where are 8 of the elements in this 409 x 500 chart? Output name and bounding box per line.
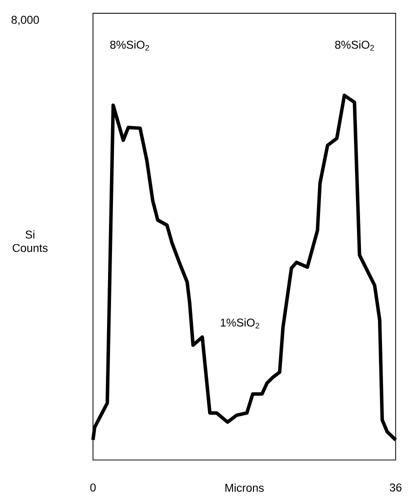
text: 8,000 — [12, 16, 39, 26]
text: 8%SiO$_{2}$ — [335, 40, 374, 51]
x-tick-label: 36 — [390, 484, 402, 492]
text: 8%SiO$_{2}$ — [110, 40, 150, 51]
x-axis-title: Microns — [225, 484, 264, 492]
x-tick-label: 0 — [90, 484, 96, 492]
y-axis-title: Si Counts — [12, 230, 48, 252]
annotation: 1%SiO$_{2}$ — [220, 318, 260, 328]
